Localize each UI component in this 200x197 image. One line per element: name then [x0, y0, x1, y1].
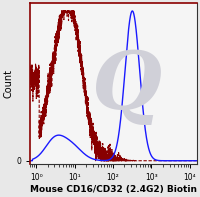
X-axis label: Mouse CD16/CD32 (2.4G2) Biotin: Mouse CD16/CD32 (2.4G2) Biotin: [30, 185, 197, 193]
Y-axis label: Count: Count: [3, 69, 13, 98]
Text: Q: Q: [92, 48, 162, 125]
